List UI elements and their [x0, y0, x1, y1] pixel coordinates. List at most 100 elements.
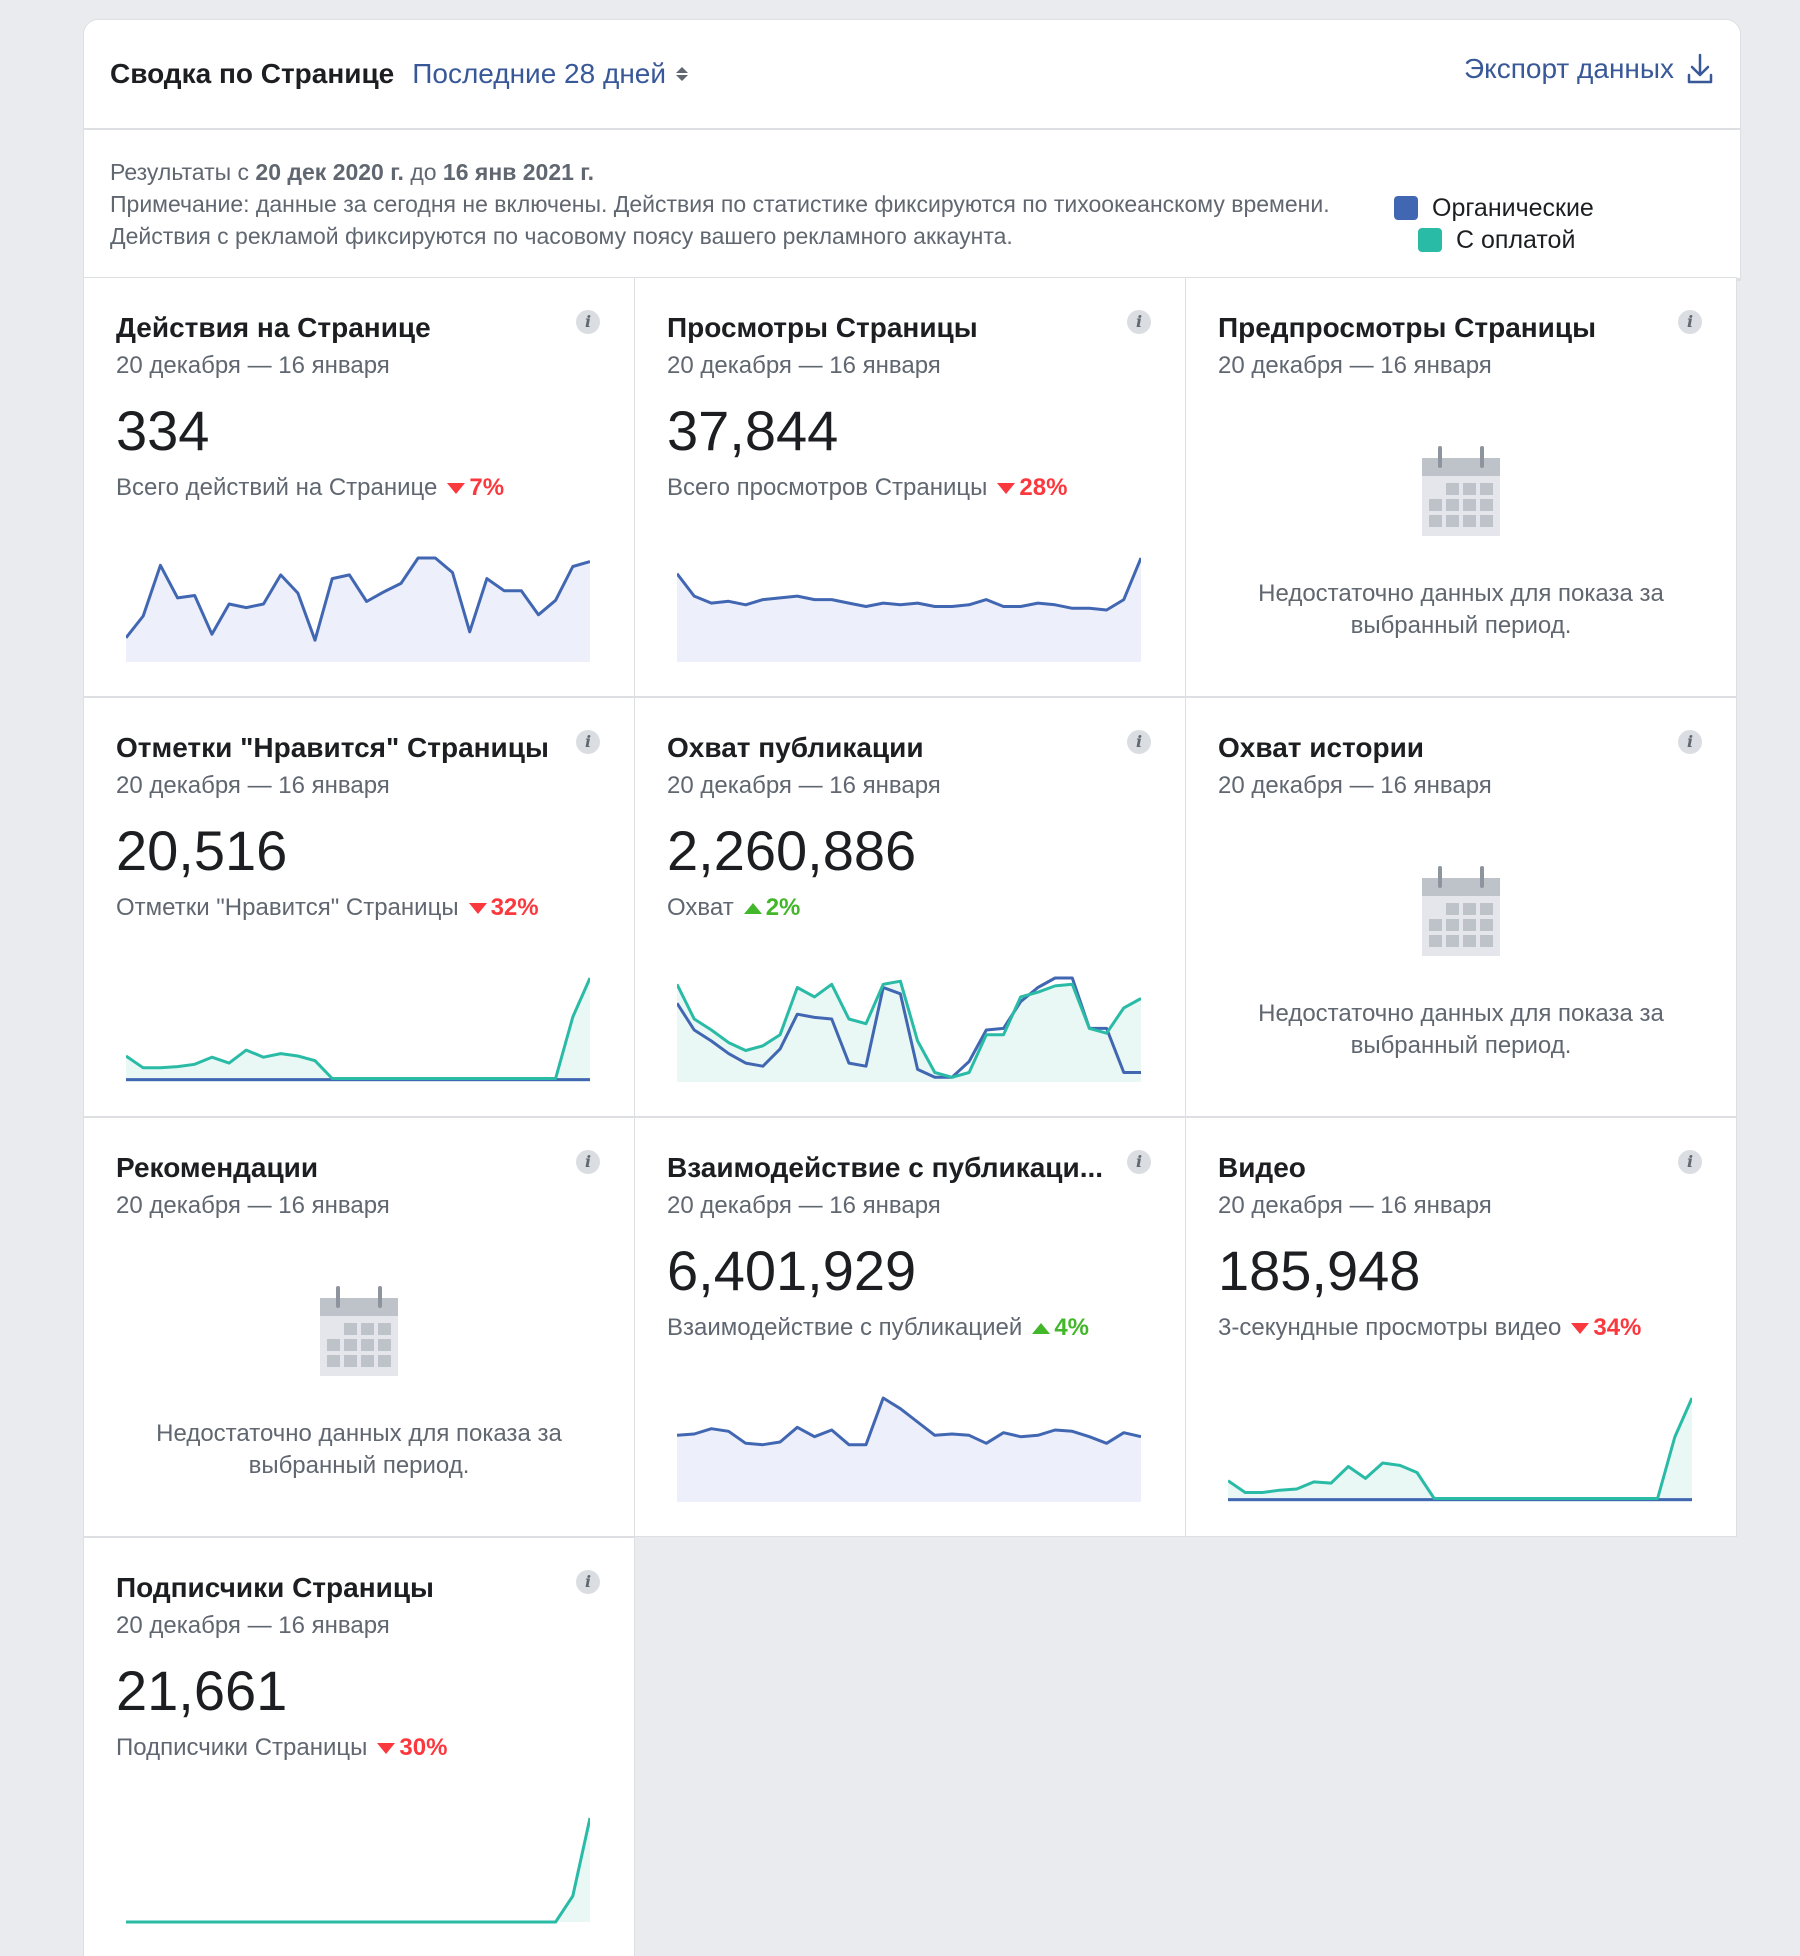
period-dropdown[interactable]: Последние 28 дней — [412, 58, 688, 90]
no-data-message: Недостаточно данных для показа за выбран… — [1258, 1000, 1664, 1059]
calendar-icon — [1422, 446, 1500, 536]
change-percent-value: 7% — [469, 474, 505, 501]
arrow-down-icon — [997, 482, 1016, 494]
card-date-range: 20 декабря — 16 января — [1218, 1192, 1492, 1219]
metric-card[interactable]: Предпросмотры Страницы 20 декабря — 16 ян… — [1186, 278, 1736, 696]
card-date-range: 20 декабря — 16 января — [1218, 352, 1492, 379]
metric-label: 3-секундные просмотры видео — [1218, 1314, 1562, 1341]
metric-value: 334 — [116, 399, 210, 462]
sparkline-paid-line — [126, 977, 590, 1080]
metric-label: Взаимодействие с публикацией — [667, 1314, 1023, 1341]
change-percent: 7% — [447, 474, 504, 502]
card-date-range: 20 декабря — 16 января — [667, 1192, 941, 1219]
timezone-note: Примечание: данные за сегодня не включен… — [110, 191, 1330, 249]
card-date-range: 20 декабря — 16 января — [1218, 772, 1492, 799]
export-label: Экспорт данных — [1464, 53, 1674, 84]
sparkline-area — [126, 1818, 590, 1922]
page-title: Сводка по Странице — [110, 58, 395, 89]
calendar-icon — [1422, 866, 1500, 956]
change-percent-value: 32% — [490, 894, 539, 921]
legend: Органические С оплатой — [1394, 192, 1594, 256]
info-icon[interactable]: i — [576, 1150, 600, 1174]
metric-value: 6,401,929 — [667, 1239, 917, 1302]
metric-label: Отметки "Нравится" Страницы — [116, 894, 459, 921]
card-title: Предпросмотры Страницы — [1218, 312, 1597, 343]
metric-subtitle: 3-секундные просмотры видео 34% — [1218, 1314, 1641, 1342]
legend-organic: Органические — [1394, 192, 1594, 224]
change-percent-value: 28% — [1019, 474, 1068, 501]
change-percent: 28% — [997, 474, 1067, 502]
organic-swatch — [1394, 196, 1418, 220]
card-title: Взаимодействие с публикаци... — [667, 1152, 1104, 1183]
card-title: Рекомендации — [116, 1152, 319, 1183]
metric-subtitle: Взаимодействие с публикацией 4% — [667, 1314, 1089, 1342]
summary-header: Сводка по Странице Последние 28 дней Экс… — [84, 20, 1740, 130]
info-icon[interactable]: i — [1127, 730, 1151, 754]
legend-paid: С оплатой — [1418, 224, 1594, 256]
info-icon[interactable]: i — [1678, 1150, 1702, 1174]
metric-subtitle: Отметки "Нравится" Страницы 32% — [116, 894, 539, 922]
sparkline-chart — [677, 1396, 1141, 1502]
metric-label: Всего действий на Странице — [116, 474, 438, 501]
sparkline-chart — [677, 557, 1141, 662]
metric-label: Охват — [667, 894, 734, 921]
card-title: Действия на Странице — [116, 312, 431, 343]
period-label: Последние 28 дней — [412, 58, 666, 89]
no-data-block: Недостаточно данных для показа за выбран… — [1186, 446, 1736, 642]
metric-value: 2,260,886 — [667, 819, 917, 882]
metric-card[interactable]: Видео 20 декабря — 16 января i 185,948 3-сек… — [1186, 1118, 1736, 1536]
metric-card[interactable]: Просмотры Страницы 20 декабря — 16 января… — [635, 278, 1185, 696]
change-percent: 32% — [468, 894, 539, 922]
metric-card[interactable]: Действия на Странице 20 декабря — 16 янва… — [84, 278, 634, 696]
card-date-range: 20 декабря — 16 января — [116, 1612, 390, 1639]
change-percent: 2% — [743, 894, 800, 922]
metric-card[interactable]: Взаимодействие с публикаци... 20 декабря … — [635, 1118, 1185, 1536]
sparkline-chart — [1228, 1397, 1692, 1502]
arrow-down-icon — [447, 482, 466, 494]
calendar-icon — [320, 1286, 398, 1376]
card-date-range: 20 декабря — 16 января — [116, 1192, 390, 1219]
info-icon[interactable]: i — [576, 1570, 600, 1594]
metric-card[interactable]: Рекомендации 20 декабря — 16 января i Недос… — [84, 1118, 634, 1536]
info-icon[interactable]: i — [1678, 730, 1702, 754]
metric-card[interactable]: Подписчики Страницы 20 декабря — 16 январ… — [84, 1538, 634, 1956]
export-data-button[interactable]: Экспорт данных — [1464, 52, 1714, 86]
sparkline-organic-line — [677, 976, 1141, 1079]
sparkline-area — [1228, 1398, 1692, 1502]
metric-card[interactable]: Охват истории 20 декабря — 16 января i Недо… — [1186, 698, 1736, 1116]
no-data-message: Недостаточно данных для показа за выбран… — [156, 1420, 562, 1479]
sort-arrows-icon — [676, 67, 688, 81]
card-date-range: 20 декабря — 16 января — [116, 772, 390, 799]
arrow-up-icon — [743, 902, 762, 914]
change-percent-value: 30% — [399, 1734, 448, 1761]
info-icon[interactable]: i — [576, 730, 600, 754]
metric-value: 20,516 — [116, 819, 288, 882]
info-bar: Результаты с 20 дек 2020 г. до 16 янв 20… — [84, 130, 1740, 280]
info-icon[interactable]: i — [1678, 310, 1702, 334]
sparkline-chart — [126, 556, 590, 662]
card-title: Просмотры Страницы — [667, 312, 978, 343]
metric-subtitle: Охват 2% — [667, 894, 800, 922]
arrow-up-icon — [1032, 1322, 1051, 1334]
no-data-block: Недостаточно данных для показа за выбран… — [1186, 866, 1736, 1062]
card-date-range: 20 декабря — 16 января — [667, 772, 941, 799]
results-range: Результаты с 20 дек 2020 г. до 16 янв 20… — [110, 159, 594, 185]
metric-value: 37,844 — [667, 399, 839, 462]
info-icon[interactable]: i — [1127, 1150, 1151, 1174]
metric-subtitle: Подписчики Страницы 30% — [116, 1734, 447, 1762]
info-icon[interactable]: i — [576, 310, 600, 334]
card-title: Охват истории — [1218, 732, 1425, 763]
metric-card[interactable]: Охват публикации 20 декабря — 16 января i 2… — [635, 698, 1185, 1116]
metric-value: 185,948 — [1218, 1239, 1421, 1302]
info-icon[interactable]: i — [1127, 310, 1151, 334]
sparkline-area — [126, 558, 590, 662]
sparkline-organic-line — [677, 1396, 1141, 1447]
no-data-block: Недостаточно данных для показа за выбран… — [84, 1286, 634, 1482]
card-title: Подписчики Страницы — [116, 1572, 434, 1603]
arrow-down-icon — [468, 902, 487, 914]
metric-subtitle: Всего действий на Странице 7% — [116, 474, 504, 502]
sparkline-area — [126, 978, 590, 1082]
metric-value: 21,661 — [116, 1659, 288, 1722]
change-percent: 34% — [1571, 1314, 1641, 1342]
metric-card[interactable]: Отметки "Нравится" Страницы 20 декабря — … — [84, 698, 634, 1116]
